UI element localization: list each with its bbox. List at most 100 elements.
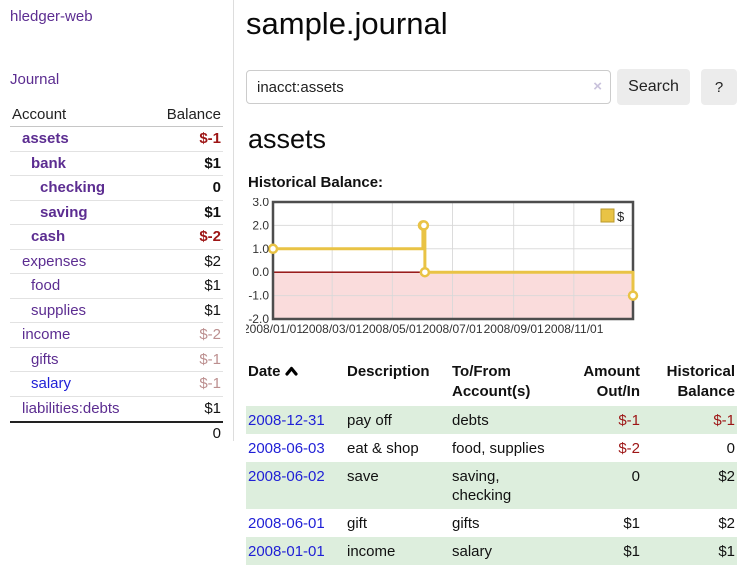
account-link[interactable]: liabilities:debts [22,400,120,418]
transaction-amount: $-2 [618,440,640,457]
clear-search-icon[interactable]: × [593,78,602,95]
account-row: gifts $-1 [10,348,223,372]
account-row: checking 0 [10,176,223,201]
svg-text:-1.0: -1.0 [248,289,269,303]
amount-column-header: Amount Out/In [583,363,640,400]
help-button[interactable]: ? [701,69,737,105]
balance-column-header: Balance [166,105,221,123]
transaction-description: gift [347,515,368,532]
accounts-table-header: Account Balance [10,102,223,127]
transaction-amount: 0 [631,468,640,485]
account-balance: $-1 [199,375,221,393]
account-balance: $1 [204,400,221,418]
account-row: supplies $1 [10,299,223,323]
account-heading: assets [248,124,327,154]
transaction-row: 2008-06-02 save saving, checking 0 $2 [246,462,737,509]
transaction-description: eat & shop [347,440,419,457]
svg-text:2008/03/01: 2008/03/01 [302,322,362,336]
register-table: Date Description To/From Account(s) Amou… [246,360,737,565]
account-link[interactable]: cash [31,228,66,246]
account-balance: $-2 [199,326,221,344]
svg-text:1.0: 1.0 [252,242,269,256]
sidebar-item-journal[interactable]: Journal [10,71,60,88]
svg-text:3.0: 3.0 [252,198,269,209]
account-row: salary $-1 [10,372,223,397]
accounts-total-value: 0 [212,424,221,442]
account-row: income $-2 [10,323,223,348]
account-row: liabilities:debts $1 [10,397,223,422]
transaction-accounts: food, supplies [452,440,545,457]
account-column-header: Account [12,105,67,123]
description-column-header: Description [347,363,430,380]
transaction-balance: $2 [718,468,735,485]
account-balance: 0 [212,179,221,197]
transaction-accounts: debts [452,412,489,429]
accounts-total-row: 0 [10,421,223,443]
transaction-row: 2008-06-03 eat & shop food, supplies $-2 0 [246,434,737,462]
main-content: sample.journal × Search ? assets Histori… [246,0,738,582]
account-balance: $1 [204,301,221,319]
account-link[interactable]: expenses [22,252,87,270]
accounts-table: Account Balance assets $-1 bank $1 checking 0… [10,102,223,443]
transaction-amount: $1 [623,543,640,560]
search-button[interactable]: Search [617,69,690,105]
account-balance: $1 [204,203,221,221]
account-row: assets $-1 [10,127,223,152]
register-header-row: Date Description To/From Account(s) Amou… [246,360,737,406]
search-form: × Search ? [246,69,738,105]
svg-text:2008/07/01: 2008/07/01 [422,322,482,336]
transaction-amount: $-1 [618,412,640,429]
transaction-accounts: saving, checking [452,468,512,504]
svg-text:2008/05/01: 2008/05/01 [362,322,422,336]
transaction-date-link[interactable]: 2008-06-02 [248,468,325,485]
account-balance: $2 [204,252,221,270]
account-row: bank $1 [10,152,223,176]
brand-link[interactable]: hledger-web [10,8,93,25]
account-link[interactable]: assets [22,130,69,148]
transaction-row: 2008-06-01 gift gifts $1 $2 [246,509,737,537]
account-link[interactable]: bank [31,154,67,172]
transaction-date-link[interactable]: 2008-06-03 [248,440,325,457]
account-link[interactable]: income [22,326,71,344]
account-balance: $-1 [199,130,221,148]
account-balance: $-2 [199,228,221,246]
page-title: sample.journal [246,6,448,41]
svg-text:2008/01/01: 2008/01/01 [246,322,303,336]
balance-column-header-main: Historical Balance [666,363,735,400]
transaction-balance: $-1 [713,412,735,429]
svg-text:2.0: 2.0 [252,218,269,232]
account-link[interactable]: gifts [31,350,59,368]
account-balance: $1 [204,154,221,172]
transaction-date-link[interactable]: 2008-12-31 [248,412,325,429]
transaction-row: 2008-01-01 income salary $1 $1 [246,537,737,565]
account-link[interactable]: salary [31,375,72,393]
sidebar-divider [233,0,234,441]
svg-text:0.0: 0.0 [252,265,269,279]
transaction-date-link[interactable]: 2008-06-01 [248,515,325,532]
transaction-balance: $1 [718,543,735,560]
transaction-date-link[interactable]: 2008-01-01 [248,543,325,560]
chart-title: Historical Balance: [248,174,384,191]
account-link[interactable]: saving [40,203,88,221]
account-balance: $-1 [199,350,221,368]
account-link[interactable]: food [31,277,61,295]
transaction-balance: 0 [726,440,735,457]
account-row: food $1 [10,274,223,299]
transaction-accounts: salary [452,543,493,560]
account-link[interactable]: checking [40,179,106,197]
sort-ascending-icon [284,366,298,376]
account-row: cash $-2 [10,225,223,250]
transaction-balance: $2 [718,515,735,532]
date-column-header[interactable]: Date [246,360,345,406]
search-input[interactable] [246,70,611,104]
svg-text:-2.0: -2.0 [248,312,269,326]
legend-label: $ [617,209,625,224]
legend-swatch [600,208,615,223]
transaction-description: income [347,543,396,560]
accounts-column-header: To/From Account(s) [452,363,531,400]
svg-text:2008/11/01: 2008/11/01 [544,322,603,336]
sidebar: hledger-web Journal Account Balance asse… [0,0,233,460]
account-link[interactable]: supplies [31,301,87,319]
svg-text:2008/09/01: 2008/09/01 [484,322,544,336]
account-row: saving $1 [10,201,223,225]
